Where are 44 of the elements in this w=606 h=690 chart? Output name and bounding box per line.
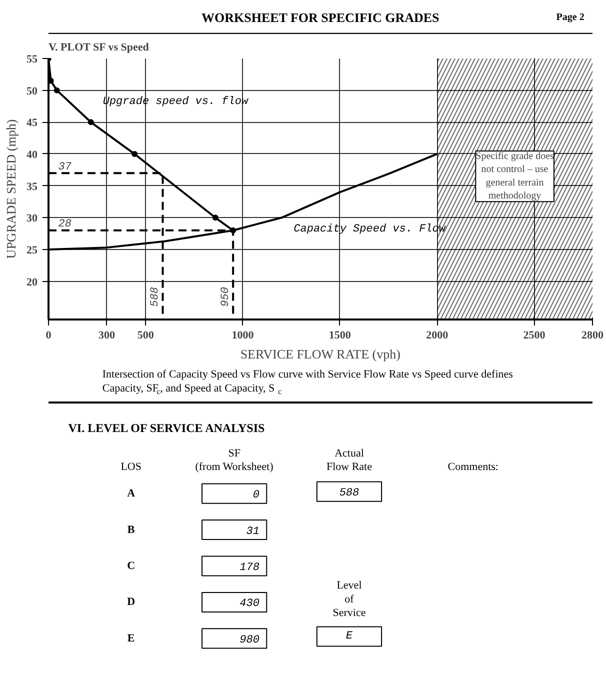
y-tick-label: 50 [26,85,38,98]
x-tick-label: 0 [46,330,52,342]
data-label: 0 [252,490,260,502]
x-tick-label: 300 [98,330,116,342]
text: Level of Service [332,580,366,620]
x-tick-label: 500 [137,330,154,342]
y-axis-title: UPGRADE SPEED (mph) [4,119,18,259]
y-tick-label: 40 [26,148,38,161]
data-label: 31 [246,526,260,538]
x-tick-label: 2800 [582,330,604,342]
annotation: 950 [220,286,232,307]
chart-subtitle: V. PLOT SF vs Speed [48,42,149,54]
data-label: 178 [240,562,260,574]
y-tick-label: 20 [26,276,38,288]
text: Actual Flow Rate [326,447,372,474]
y-tick-label: 25 [26,244,38,256]
data-label: 980 [240,634,260,646]
text: SF (from Worksheet) [195,447,274,474]
text: 588 [339,488,360,500]
y-tick-label: 45 [26,117,38,130]
text: E [127,632,135,644]
x-axis-title: SERVICE FLOW RATE (vph) [240,346,400,362]
category-label: E [346,630,353,643]
x-tick-label: 1000 [232,330,254,342]
annotation: 588 [150,286,162,307]
x-tick-label: 1500 [328,330,352,342]
y-tick-label: 55 [26,54,38,66]
category-label: A [127,488,136,500]
y-tick-label: 35 [26,180,38,193]
y-tick-label: 30 [26,212,38,225]
band-label: Specific grade does not control – use general terrain methodology [476,150,554,202]
category-label: B [127,524,136,536]
text: LOS [120,461,142,474]
text: VI. LEVEL OF SERVICE ANALYSIS [68,420,265,435]
text: Comments: [448,461,498,474]
annotation: 37 [58,161,72,174]
chart-title: WORKSHEET FOR SPECIFIC GRADES [201,10,440,25]
category-label: C [127,560,136,572]
text: Page 2 [556,12,584,23]
x-tick-label: 2000 [426,330,449,342]
annotation: 28 [58,218,72,231]
x-tick-label: 2500 [523,330,546,342]
category-label: D [127,596,136,608]
data-label: 430 [240,598,260,610]
